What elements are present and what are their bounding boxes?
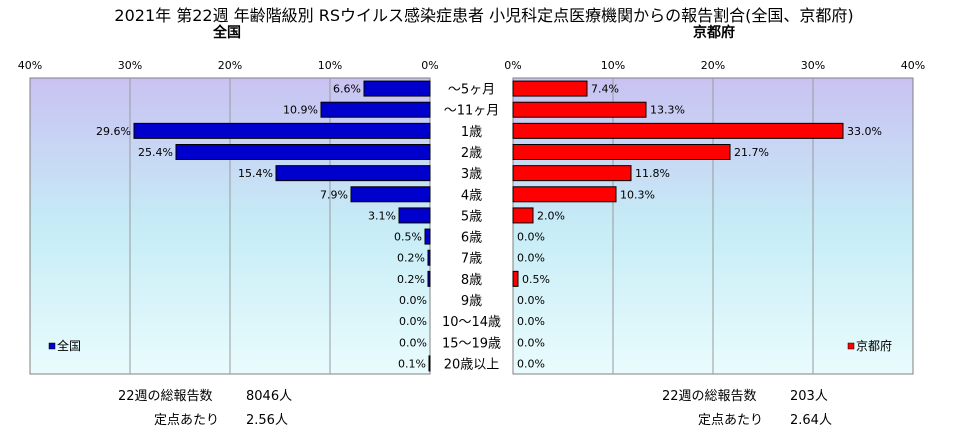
right-bar <box>512 186 617 203</box>
legend-swatch-kyoto <box>847 342 855 350</box>
right-bar <box>512 80 588 97</box>
right-data-label: 0.0% <box>517 294 545 307</box>
category-label: 20歳以上 <box>444 357 500 372</box>
left-data-label: 0.0% <box>399 294 427 307</box>
left-tick-label: 20% <box>218 59 242 72</box>
category-label: 9歳 <box>461 294 482 309</box>
category-label: 〜11ヶ月 <box>444 104 500 119</box>
left-bar <box>363 80 431 97</box>
right-bar <box>512 144 731 160</box>
left-data-label: 6.6% <box>333 83 361 96</box>
left-bar <box>427 270 431 287</box>
legend-swatch-zenkoku <box>48 342 56 350</box>
left-data-label: 15.4% <box>238 167 273 180</box>
right-data-label: 0.0% <box>517 231 545 244</box>
right-data-label: 2.0% <box>537 209 565 222</box>
left-data-label: 7.9% <box>320 188 348 201</box>
left-data-label: 25.4% <box>138 146 173 159</box>
right-data-label: 33.0% <box>847 125 882 138</box>
category-label: 7歳 <box>461 252 482 267</box>
left-bar <box>398 207 431 224</box>
left-bar <box>424 228 431 245</box>
right-total-value: 203人 <box>790 389 828 404</box>
category-label: 1歳 <box>461 125 482 140</box>
right-total-label: 22週の総報告数 <box>662 389 757 404</box>
right-data-label: 7.4% <box>591 83 619 96</box>
category-label: 15〜19歳 <box>442 336 501 351</box>
right-data-label: 13.3% <box>650 104 685 117</box>
category-label: 5歳 <box>461 209 482 224</box>
left-data-label: 3.1% <box>368 209 396 222</box>
right-data-label: 10.3% <box>620 188 655 201</box>
legend-label-kyoto: 京都府 <box>856 338 892 353</box>
right-data-label: 0.0% <box>517 357 545 370</box>
right-panel-title: 京都府 <box>693 25 735 41</box>
right-tick-label: 40% <box>901 59 925 72</box>
left-data-label: 0.0% <box>399 336 427 349</box>
left-tick-label: 30% <box>118 59 142 72</box>
left-per-label: 定点あたり <box>154 413 220 428</box>
category-label: 〜5ヶ月 <box>448 83 495 98</box>
left-bar <box>320 101 431 118</box>
category-label: 4歳 <box>461 188 482 203</box>
category-label: 6歳 <box>461 231 482 246</box>
right-bar <box>512 122 844 139</box>
right-per-value: 2.64人 <box>790 413 832 428</box>
left-panel-title: 全国 <box>213 25 241 41</box>
left-tick-label: 0% <box>421 59 438 72</box>
right-data-label: 0.0% <box>517 336 545 349</box>
right-tick-label: 20% <box>701 59 725 72</box>
left-total-value: 8046人 <box>246 389 293 404</box>
chart-title: 2021年 第22週 年齢階級別 RSウイルス感染症患者 小児科定点医療機関から… <box>114 6 854 25</box>
legend-label-zenkoku: 全国 <box>57 338 81 353</box>
category-label: 2歳 <box>461 146 482 161</box>
left-tick-label: 40% <box>18 59 42 72</box>
right-per-label: 定点あたり <box>698 413 764 428</box>
left-bar <box>133 122 431 139</box>
right-data-label: 0.0% <box>517 252 545 265</box>
right-tick-label: 0% <box>504 59 521 72</box>
left-data-label: 0.2% <box>397 273 425 286</box>
left-data-label: 10.9% <box>283 104 318 117</box>
left-total-label: 22週の総報告数 <box>118 389 213 404</box>
category-label: 10〜14歳 <box>442 315 501 330</box>
left-bar <box>275 165 431 182</box>
right-data-label: 21.7% <box>734 146 769 159</box>
right-tick-label: 30% <box>801 59 825 72</box>
left-bar <box>175 144 431 160</box>
left-data-label: 0.1% <box>398 357 426 370</box>
right-tick-label: 10% <box>601 59 625 72</box>
left-data-label: 29.6% <box>96 125 131 138</box>
left-bar <box>427 249 431 266</box>
left-bar <box>428 355 431 372</box>
right-bar <box>512 270 519 287</box>
right-bar <box>512 207 534 224</box>
left-bar <box>350 186 431 203</box>
right-bar <box>512 101 647 118</box>
right-data-label: 11.8% <box>635 167 670 180</box>
right-bar <box>512 165 632 182</box>
left-data-label: 0.0% <box>399 315 427 328</box>
right-data-label: 0.5% <box>522 273 550 286</box>
left-data-label: 0.2% <box>397 252 425 265</box>
left-per-value: 2.56人 <box>246 413 288 428</box>
left-data-label: 0.5% <box>394 231 422 244</box>
category-label: 3歳 <box>461 167 482 182</box>
category-label: 8歳 <box>461 273 482 288</box>
right-data-label: 0.0% <box>517 315 545 328</box>
left-tick-label: 10% <box>318 59 342 72</box>
